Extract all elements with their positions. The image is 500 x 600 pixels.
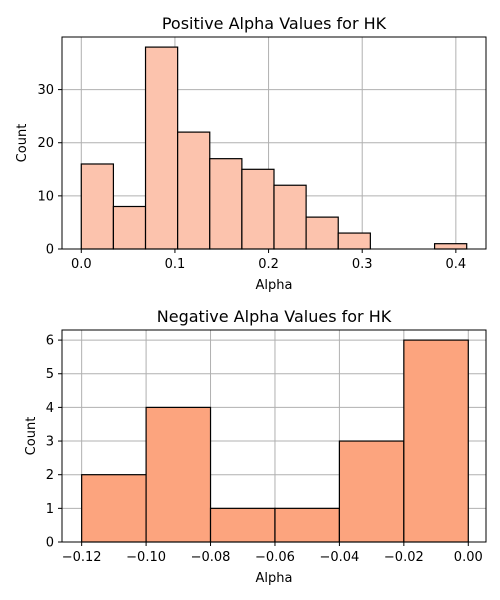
x-tick-label: 0.3 (352, 257, 373, 272)
y-axis-label: Count (24, 417, 39, 456)
x-tick-label: 0.0 (71, 257, 92, 272)
negative-alpha-chart: −0.12 −0.10 −0.08 −0.06 −0.04 −0.02 0.00 0 1 2 3 4 5… (24, 307, 487, 586)
y-tick-label: 30 (37, 83, 54, 98)
histogram-bar (305, 216, 339, 250)
histogram-bar (338, 440, 405, 543)
y-tick-label: 6 (46, 334, 54, 349)
histogram-bar (145, 406, 212, 543)
histogram-bar (144, 46, 179, 250)
y-tick-label: 20 (37, 136, 54, 151)
y-tick-label: 0 (46, 536, 54, 551)
histogram-bar (209, 507, 276, 543)
histogram-bar (177, 131, 211, 250)
positive-alpha-chart: 0.0 0.1 0.2 0.3 0.4 0 10 20 30 Positive Alpha Va… (15, 14, 487, 293)
histogram-bar (274, 507, 341, 543)
histogram-bar (209, 158, 243, 250)
histogram-bar (80, 163, 115, 250)
x-tick-label: 0.2 (258, 257, 279, 272)
chart-title: Positive Alpha Values for HK (162, 14, 387, 33)
x-axis-label: Alpha (256, 278, 293, 293)
histogram-bar (112, 205, 147, 250)
x-tick-label: −0.12 (62, 550, 102, 565)
y-tick-label: 3 (46, 435, 54, 450)
x-tick-label: −0.04 (319, 550, 359, 565)
histogram-bar (241, 168, 275, 250)
ticks: −0.12 −0.10 −0.08 −0.06 −0.04 −0.02 0.00 0 1 2 3 4 5… (46, 334, 483, 565)
histogram-bar (433, 243, 468, 250)
chart-title: Negative Alpha Values for HK (157, 307, 392, 326)
x-tick-label: −0.06 (255, 550, 295, 565)
bars (80, 46, 468, 250)
y-axis-label: Count (15, 124, 30, 163)
x-tick-label: −0.02 (384, 550, 424, 565)
y-tick-label: 4 (46, 401, 54, 416)
bars (81, 339, 469, 543)
x-tick-label: 0.1 (165, 257, 186, 272)
y-tick-label: 10 (37, 189, 54, 204)
y-tick-label: 2 (46, 468, 54, 483)
ticks: 0.0 0.1 0.2 0.3 0.4 0 10 20 30 (37, 83, 466, 272)
plot-frame (61, 329, 487, 543)
histogram-bar (273, 184, 307, 250)
x-axis-label: Alpha (256, 571, 293, 586)
x-tick-label: 0.00 (454, 550, 483, 565)
histogram-bar (81, 474, 147, 543)
y-tick-label: 1 (46, 502, 54, 517)
x-tick-label: 0.4 (446, 257, 467, 272)
histogram-bar (337, 232, 371, 250)
y-tick-label: 0 (46, 243, 54, 258)
histogram-bar (403, 339, 469, 543)
x-tick-label: −0.10 (126, 550, 166, 565)
x-tick-label: −0.08 (191, 550, 231, 565)
y-tick-label: 5 (46, 367, 54, 382)
